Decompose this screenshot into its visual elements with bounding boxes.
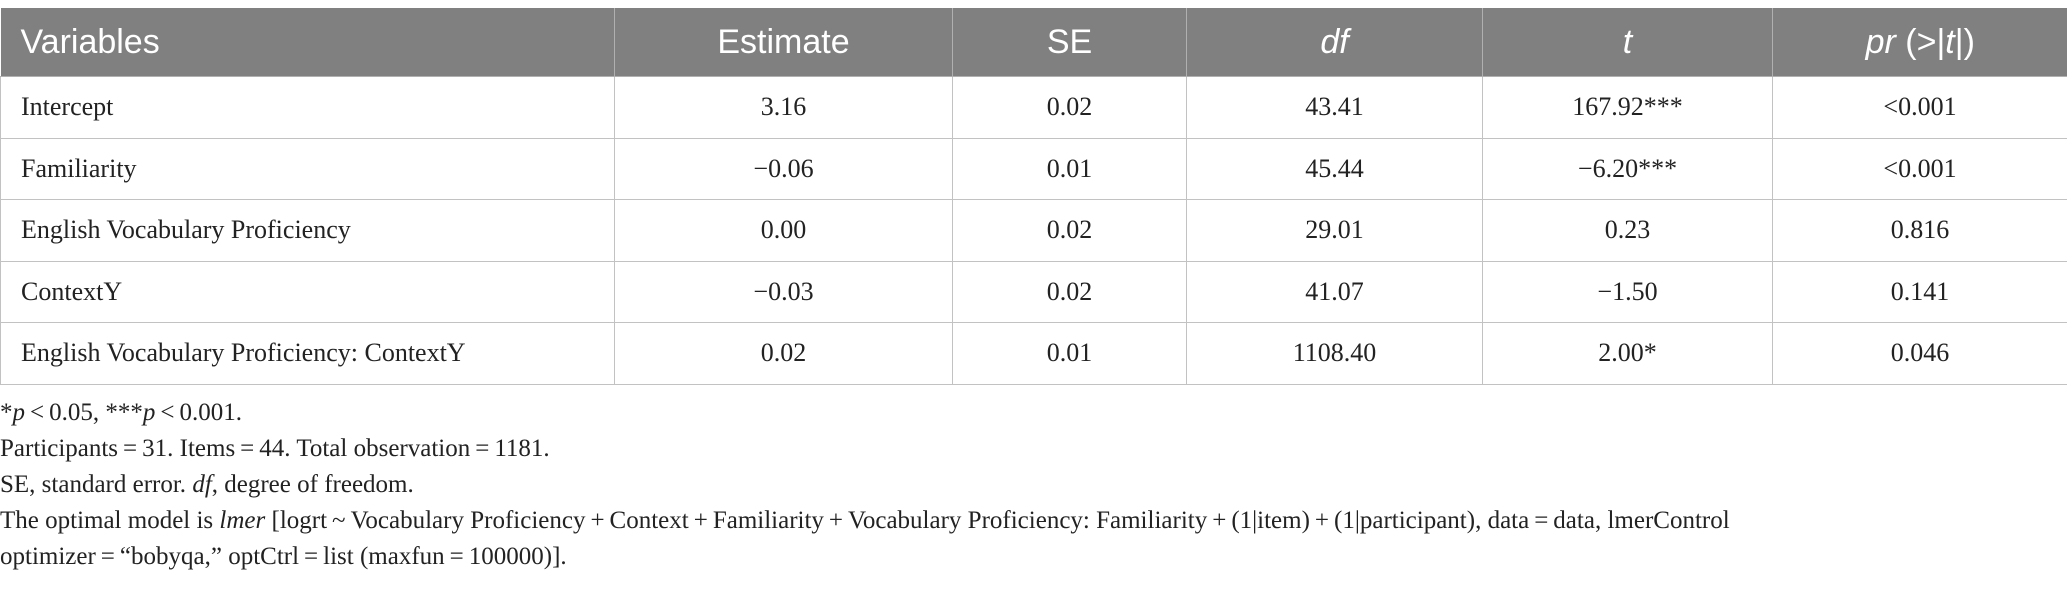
cell-t: 167.92*** xyxy=(1482,76,1773,139)
cell-se: 0.02 xyxy=(952,261,1187,323)
table-row: Intercept 3.16 0.02 43.41 167.92*** <0.0… xyxy=(0,76,2067,139)
table-footnotes: *p < 0.05, ***p < 0.001. Participants = … xyxy=(0,395,2050,575)
cell-estimate: 0.00 xyxy=(614,199,953,262)
header-variables: Variables xyxy=(0,8,615,77)
sig-text-2: < 0.001. xyxy=(155,399,242,426)
header-t: t xyxy=(1482,8,1773,77)
header-se: SE xyxy=(952,8,1187,77)
cell-t: −6.20*** xyxy=(1482,138,1773,200)
cell-se: 0.02 xyxy=(952,76,1187,139)
abbr-text-1: SE, standard error. xyxy=(0,471,193,498)
cell-variable: Intercept xyxy=(0,76,615,139)
regression-table-container: Variables Estimate SE df t pr (>|t|) Int… xyxy=(0,8,2067,385)
header-row: Variables Estimate SE df t pr (>|t|) xyxy=(0,8,2067,77)
table-row: English Vocabulary Proficiency 0.00 0.02… xyxy=(0,199,2067,262)
cell-t: 0.23 xyxy=(1482,199,1773,262)
cell-df: 43.41 xyxy=(1186,76,1483,139)
sig-star: * xyxy=(0,399,13,426)
model-text-1: The optimal model is xyxy=(0,507,220,534)
cell-se: 0.01 xyxy=(952,322,1187,385)
cell-variable: ContextY xyxy=(0,261,615,323)
abbr-text-2: , degree of freedom. xyxy=(211,471,414,498)
header-p-pre: pr xyxy=(1865,22,1896,61)
cell-variable: English Vocabulary Proficiency: ContextY xyxy=(0,322,615,385)
significance-note: *p < 0.05, ***p < 0.001. xyxy=(0,395,2050,431)
cell-t: −1.50 xyxy=(1482,261,1773,323)
cell-variable: English Vocabulary Proficiency xyxy=(0,199,615,262)
cell-estimate: −0.06 xyxy=(614,138,953,200)
sig-p-symbol-2: p xyxy=(142,399,156,426)
regression-table: Variables Estimate SE df t pr (>|t|) Int… xyxy=(0,8,2067,385)
cell-se: 0.01 xyxy=(952,138,1187,200)
sig-p-symbol: p xyxy=(12,399,26,426)
model-note: The optimal model is lmer [logrt ~ Vocab… xyxy=(0,503,2050,539)
cell-estimate: −0.03 xyxy=(614,261,953,323)
cell-p: 0.816 xyxy=(1772,199,2067,262)
table-row: Familiarity −0.06 0.01 45.44 −6.20*** <0… xyxy=(0,138,2067,200)
cell-se: 0.02 xyxy=(952,199,1187,262)
participants-note: Participants = 31. Items = 44. Total obs… xyxy=(0,435,550,462)
cell-p: 0.141 xyxy=(1772,261,2067,323)
header-estimate: Estimate xyxy=(614,8,953,77)
sig-text-1: < 0.05, *** xyxy=(25,399,143,426)
header-df: df xyxy=(1186,8,1483,77)
cell-t: 2.00* xyxy=(1482,322,1773,385)
table-row: ContextY −0.03 0.02 41.07 −1.50 0.141 xyxy=(0,261,2067,323)
cell-df: 45.44 xyxy=(1186,138,1483,200)
cell-df: 1108.40 xyxy=(1186,322,1483,385)
abbreviation-note: SE, standard error. df, degree of freedo… xyxy=(0,467,2050,503)
model-lmer: lmer xyxy=(219,507,266,534)
header-p-value: pr (>|t|) xyxy=(1772,8,2067,77)
cell-p: 0.046 xyxy=(1772,322,2067,385)
header-p-mid: (>| xyxy=(1895,22,1946,61)
cell-df: 29.01 xyxy=(1186,199,1483,262)
cell-estimate: 0.02 xyxy=(614,322,953,385)
cell-estimate: 3.16 xyxy=(614,76,953,139)
header-p-post: |) xyxy=(1954,22,1975,61)
model-text-2: [logrt ~ Vocabulary Proficiency + Contex… xyxy=(265,507,1730,534)
cell-df: 41.07 xyxy=(1186,261,1483,323)
cell-p: <0.001 xyxy=(1772,76,2067,139)
table-row: English Vocabulary Proficiency: ContextY… xyxy=(0,322,2067,385)
cell-p: <0.001 xyxy=(1772,138,2067,200)
model-note-continued: optimizer = “bobyqa,” optCtrl = list (ma… xyxy=(0,543,567,570)
cell-variable: Familiarity xyxy=(0,138,615,200)
abbr-df: df xyxy=(192,471,212,498)
header-p-t: t xyxy=(1945,22,1955,61)
